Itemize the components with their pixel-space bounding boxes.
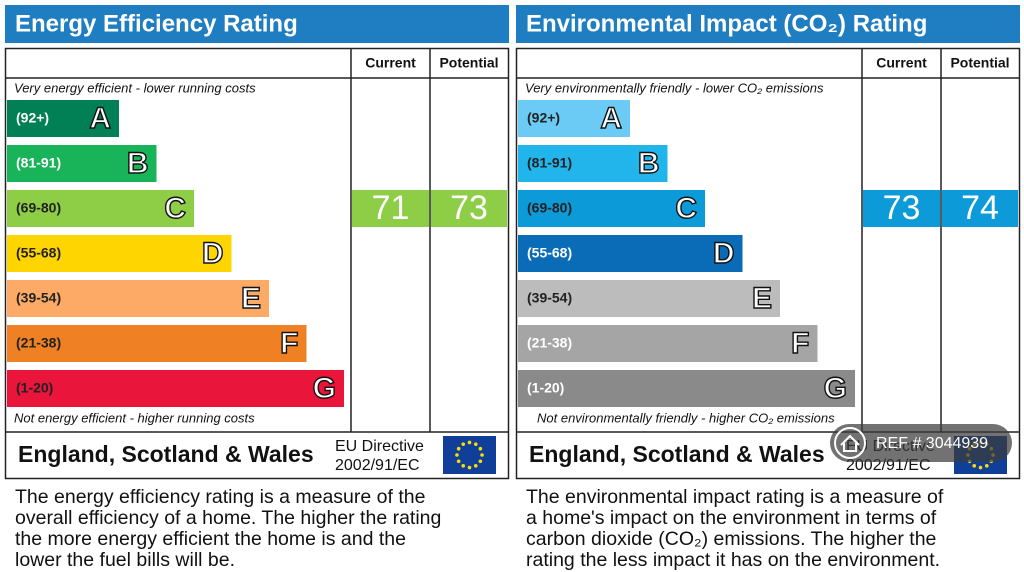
eu-star — [456, 459, 461, 464]
band-letter: C — [164, 192, 186, 225]
score-box — [431, 190, 507, 227]
rating-band — [7, 370, 344, 407]
band-letter: G — [313, 372, 336, 405]
rating-band — [7, 325, 307, 362]
description-line: The environmental impact rating is a mea… — [526, 486, 944, 508]
title-bar — [5, 5, 509, 43]
description-line: a home's impact on the environment in te… — [526, 507, 937, 529]
eu-star — [478, 446, 483, 451]
bottom-note: Not environmentally friendly - higher CO… — [537, 410, 835, 425]
watermark-icon — [834, 427, 866, 459]
rating-band — [7, 145, 157, 182]
eu-star — [473, 464, 478, 468]
header-current: Current — [365, 55, 416, 71]
description-line: overall efficiency of a home. The higher… — [15, 507, 441, 529]
band-range: (55-68) — [527, 245, 572, 261]
region: England, Scotland & Wales — [18, 441, 314, 467]
header-current: Current — [876, 55, 927, 71]
rating-band — [7, 100, 119, 137]
watermark-bg — [830, 424, 1012, 462]
band-letter: D — [202, 237, 224, 270]
band-range: (39-54) — [527, 290, 572, 306]
eu-star — [467, 465, 472, 470]
panel-title: Environmental Impact (CO₂) Rating — [526, 10, 927, 37]
title-bar — [516, 5, 1020, 43]
bottom-note: Not energy efficient - higher running co… — [14, 410, 255, 425]
eu-star — [972, 464, 977, 468]
band-range: (81-91) — [16, 155, 61, 171]
score-potential: 73 — [450, 189, 488, 227]
band-range: (1-20) — [16, 380, 53, 396]
band-letter: B — [638, 147, 660, 180]
description-line: The energy efficiency rating is a measur… — [15, 486, 425, 508]
top-note: Very energy efficient - lower running co… — [14, 80, 256, 95]
panel: Energy Efficiency Rating Current Potential… — [4, 5, 510, 571]
description-line: lower the fuel bills will be. — [15, 549, 235, 571]
watermark-text: REF # 3044939 — [876, 435, 988, 452]
header-potential: Potential — [950, 55, 1009, 71]
band-range: (21-38) — [527, 335, 572, 351]
band-letter: E — [752, 282, 772, 315]
eu-star — [473, 442, 478, 446]
band-letter: B — [127, 147, 149, 180]
description-line: carbon dioxide (CO₂) emissions. The high… — [526, 528, 936, 550]
band-letter: F — [280, 327, 298, 360]
score-current: 71 — [372, 189, 410, 227]
region: England, Scotland & Wales — [529, 441, 825, 467]
eu-star — [461, 464, 466, 468]
band-range: (69-80) — [527, 200, 572, 216]
score-box — [352, 190, 429, 227]
description-line: the more energy efficient the home is an… — [15, 528, 406, 550]
rating-band — [518, 370, 855, 407]
band-range: (92+) — [16, 110, 49, 126]
band-letter: F — [791, 327, 809, 360]
band-letter: G — [824, 372, 847, 405]
table-frame — [4, 47, 510, 480]
table-frame — [515, 47, 1021, 480]
score-box — [863, 190, 940, 227]
band-letter: A — [89, 102, 111, 135]
description-line: rating the less impact it has on the env… — [526, 549, 940, 571]
rating-band — [518, 190, 705, 227]
eu-star — [984, 464, 989, 468]
rating-band — [7, 235, 232, 272]
band-letter: C — [675, 192, 697, 225]
directive-line: 2002/91/EC — [335, 457, 420, 474]
eu-star — [480, 453, 484, 457]
band-letter: E — [241, 282, 261, 315]
rating-band — [518, 325, 818, 362]
band-letter: A — [600, 102, 622, 135]
panel: Environmental Impact (CO₂) Rating Current… — [515, 5, 1021, 571]
score-current: 73 — [883, 189, 921, 227]
eu-star — [461, 442, 466, 446]
eu-star — [478, 459, 483, 464]
eu-star — [978, 465, 983, 470]
score-potential: 74 — [961, 189, 999, 227]
band-range: (92+) — [527, 110, 560, 126]
rating-band — [518, 100, 630, 137]
band-range: (81-91) — [527, 155, 572, 171]
band-range: (55-68) — [16, 245, 61, 261]
rating-band — [518, 145, 668, 182]
eu-star — [467, 440, 472, 445]
rating-band — [518, 235, 743, 272]
rating-band — [7, 280, 269, 317]
header-potential: Potential — [439, 55, 498, 71]
band-range: (21-38) — [16, 335, 61, 351]
band-letter: D — [713, 237, 735, 270]
band-range: (69-80) — [16, 200, 61, 216]
band-range: (1-20) — [527, 380, 564, 396]
top-note: Very environmentally friendly - lower CO… — [525, 80, 824, 95]
band-range: (39-54) — [16, 290, 61, 306]
watermark-house — [840, 434, 860, 452]
panel-title: Energy Efficiency Rating — [15, 10, 298, 37]
rating-band — [518, 280, 780, 317]
eu-star — [455, 453, 459, 457]
eu-star — [456, 446, 461, 451]
score-box — [942, 190, 1018, 227]
directive-line: EU Directive — [335, 438, 424, 455]
rating-band — [7, 190, 194, 227]
